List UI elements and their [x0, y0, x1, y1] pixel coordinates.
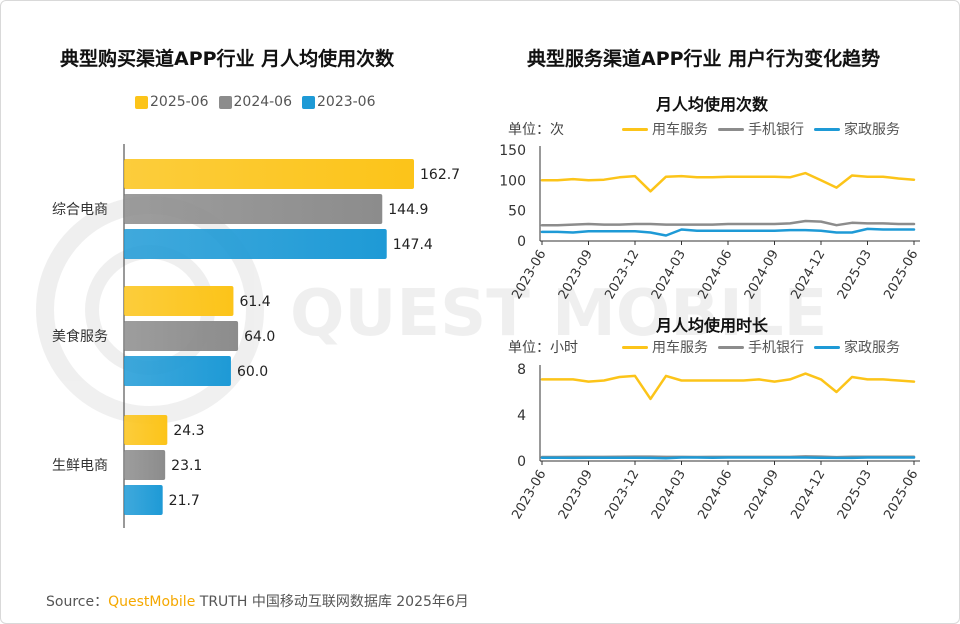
- category-label: 生鲜电商: [52, 458, 108, 474]
- bar-value-label: 64.0: [244, 329, 275, 345]
- source-note: Source：QuestMobile TRUTH 中国移动互联网数据库 2025…: [46, 591, 469, 611]
- legend-line-swatch: [814, 345, 840, 349]
- x-tick-label: 2023-09: [556, 248, 596, 303]
- x-tick-label: 2024-09: [742, 248, 782, 303]
- legend-swatch: [135, 95, 148, 109]
- bar-chart: 综合电商 162.7 144.9 147.4 美食服务 61.4 64.0 60.0 生鲜电商 2…: [52, 144, 460, 528]
- legend-label: 用车服务: [652, 340, 708, 356]
- bar-2025-06: [124, 159, 414, 189]
- bar-2024-06: [124, 194, 383, 224]
- bar-2025-06: [124, 415, 168, 445]
- legend-item-2024: 2024-06: [218, 94, 293, 110]
- legend-label: 家政服务: [844, 340, 900, 356]
- y-tick-label: 8: [517, 362, 526, 378]
- x-tick-label: 2025-03: [835, 248, 875, 303]
- x-tick-label: 2023-09: [556, 468, 596, 523]
- line-series-家政服务: [540, 456, 916, 460]
- x-tick-label: 2025-06: [881, 248, 921, 303]
- legend-item-housekeeping: 家政服务: [814, 337, 900, 357]
- category-label: 美食服务: [52, 328, 108, 345]
- bar-value-label: 60.0: [237, 364, 268, 380]
- bar-legend: 2025-06 2024-06 2023-06: [135, 94, 386, 110]
- legend-item-2023: 2023-06: [302, 94, 376, 110]
- bar-value-label: 61.4: [239, 294, 270, 310]
- x-tick-label: 2025-06: [881, 468, 921, 523]
- bar-2024-06: [124, 450, 166, 480]
- bar-value-label: 23.1: [171, 458, 202, 474]
- legend-item-bank: 手机银行: [718, 337, 804, 357]
- line-chart-2-title: 月人均使用时长: [656, 316, 769, 335]
- x-tick-label: 2024-06: [695, 468, 735, 523]
- x-tick-label: 2024-03: [649, 248, 689, 303]
- bar-2023-06: [124, 356, 231, 386]
- x-tick-label: 2023-06: [509, 248, 549, 303]
- x-tick-label: 2024-09: [742, 468, 782, 523]
- line-chart-1-legend: 用车服务 手机银行 家政服务: [622, 119, 910, 139]
- bar-value-label: 144.9: [388, 202, 428, 218]
- bar-value-label: 147.4: [393, 237, 433, 253]
- legend-line-swatch: [622, 127, 648, 131]
- legend-item-housekeeping: 家政服务: [814, 119, 900, 139]
- y-tick-label: 0: [517, 234, 526, 250]
- legend-label: 家政服务: [844, 122, 900, 138]
- legend-label: 2023-06: [317, 94, 376, 110]
- line-series-用车服务: [540, 171, 916, 193]
- source-prefix: Source：: [46, 594, 109, 610]
- line-series-手机银行: [540, 219, 916, 227]
- legend-line-swatch: [718, 127, 744, 131]
- legend-line-swatch: [814, 127, 840, 131]
- line-series-用车服务: [540, 372, 916, 401]
- legend-label: 手机银行: [748, 122, 804, 138]
- legend-line-swatch: [622, 345, 648, 349]
- category-label: 综合电商: [52, 202, 108, 218]
- legend-swatch: [302, 95, 315, 109]
- right-chart-title: 典型服务渠道APP行业 用户行为变化趋势: [527, 48, 881, 70]
- x-tick-label: 2024-06: [695, 248, 735, 303]
- left-chart-title: 典型购买渠道APP行业 月人均使用次数: [60, 48, 395, 70]
- legend-label: 手机银行: [748, 340, 804, 356]
- bar-2024-06: [124, 321, 239, 351]
- bar-value-label: 21.7: [169, 493, 200, 509]
- legend-item-2025: 2025-06: [135, 94, 209, 110]
- x-tick-label: 2023-06: [509, 468, 549, 523]
- x-tick-label: 2023-12: [602, 248, 642, 303]
- bar-2025-06: [124, 286, 234, 316]
- x-tick-label: 2024-03: [649, 468, 689, 523]
- legend-label: 2024-06: [233, 94, 293, 110]
- y-tick-label: 100: [499, 173, 526, 189]
- line-chart-1-title: 月人均使用次数: [656, 95, 769, 114]
- bar-2023-06: [124, 485, 163, 515]
- bar-2023-06: [124, 229, 387, 259]
- line-series-家政服务: [540, 227, 916, 237]
- source-brand: QuestMobile: [108, 594, 196, 610]
- y-tick-label: 0: [517, 454, 526, 470]
- x-tick-label: 2025-03: [835, 468, 875, 523]
- x-tick-label: 2024-12: [788, 248, 828, 303]
- legend-line-swatch: [718, 345, 744, 349]
- legend-label: 2025-06: [150, 94, 209, 110]
- x-tick-label: 2024-12: [788, 468, 828, 523]
- line-chart-2-unit: 单位：小时: [508, 340, 578, 356]
- source-rest: TRUTH 中国移动互联网数据库 2025年6月: [199, 594, 469, 610]
- legend-label: 用车服务: [652, 122, 708, 138]
- x-tick-label: 2023-12: [602, 468, 642, 523]
- legend-item-car: 用车服务: [622, 119, 708, 139]
- legend-item-car: 用车服务: [622, 337, 708, 357]
- y-tick-label: 4: [517, 408, 526, 424]
- legend-swatch: [218, 95, 232, 109]
- bar-value-label: 24.3: [173, 423, 204, 439]
- bar-value-label: 162.7: [420, 167, 460, 183]
- y-tick-label: 150: [499, 143, 526, 159]
- line-chart-2-legend: 用车服务 手机银行 家政服务: [622, 337, 910, 357]
- line-chart-1-unit: 单位：次: [508, 122, 564, 138]
- y-tick-label: 50: [508, 204, 526, 220]
- legend-item-bank: 手机银行: [718, 119, 804, 139]
